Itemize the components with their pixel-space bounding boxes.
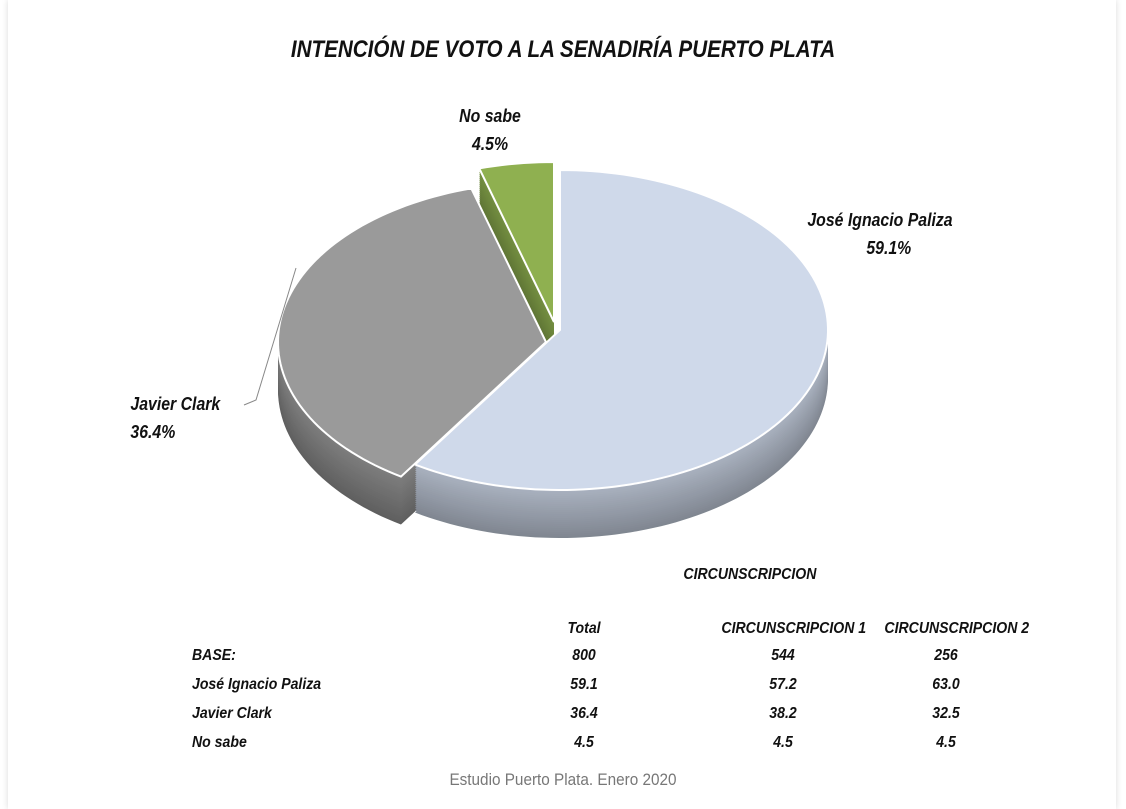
table-cell: 544 [771,647,795,664]
slice-label: No sabe [459,106,521,126]
row-label: José Ignacio Paliza [192,676,322,693]
table-cell: 38.2 [769,705,797,722]
table-cell: 36.4 [570,705,598,722]
label-no-sabe: No sabe 4.5% [437,102,543,158]
table-cell: 256 [934,647,958,664]
slice-label: Javier Clark [130,394,221,414]
pie-slice-no-sabe [477,160,555,323]
label-clark: Javier Clark 36.4% [130,390,253,446]
slice-value: 36.4% [130,422,176,442]
table-cell: 4.5 [574,734,594,751]
row-label: No sabe [192,734,247,751]
row-label: BASE: [192,647,236,664]
chart-title: INTENCIÓN DE VOTO A LA SENADIRÍA PUERTO … [290,36,836,63]
column-header: CIRCUNSCRIPCION 1 [721,620,867,637]
slice-value: 4.5% [471,134,509,154]
source-note: Estudio Puerto Plata. Enero 2020 [449,770,677,789]
column-header: Total [567,620,601,637]
table-cell: 800 [572,647,596,664]
table-cell: 4.5 [773,734,793,751]
group-header: CIRCUNSCRIPCION [683,566,817,583]
table-cell: 57.2 [769,676,797,693]
table-cell: 4.5 [936,734,956,751]
pie-slice-jos-ignacio-paliza [413,168,829,491]
pie-chart [243,160,829,538]
table-cell: 32.5 [932,705,960,722]
column-header: CIRCUNSCRIPCION 2 [884,620,1030,637]
slice-value: 59.1% [866,238,912,258]
label-paliza: José Ignacio Paliza 59.1% [792,206,968,262]
table-cell: 63.0 [932,676,960,693]
leader-line [243,267,297,406]
row-label: Javier Clark [192,705,272,722]
table-cell: 59.1 [570,676,598,693]
slice-label: José Ignacio Paliza [807,210,953,230]
